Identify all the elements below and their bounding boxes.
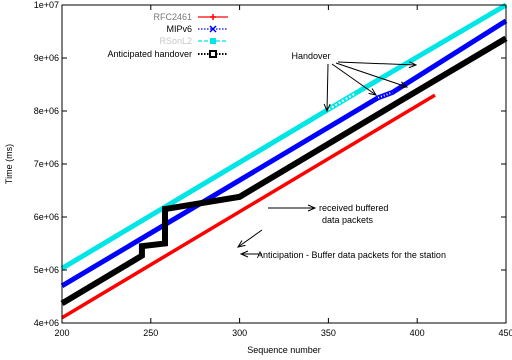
x-tick-label: 350: [321, 328, 336, 338]
x-axis-label: Sequence number: [247, 345, 321, 355]
y-tick-label: 7e+06: [34, 159, 59, 169]
arrow-handover-3: [335, 62, 408, 88]
legend-marker-2: [210, 38, 216, 44]
annotation-handover: Handover: [291, 51, 330, 61]
legend-label-3: Anticipated handover: [107, 49, 192, 59]
x-tick-label: 300: [232, 328, 247, 338]
legend-marker-b-1: [209, 25, 217, 33]
series-layer: [60, 2, 508, 320]
legend-label-0: RFC2461: [153, 12, 192, 22]
arrow-handover-3-head: [399, 81, 409, 89]
y-tick-label: 8e+06: [34, 106, 59, 116]
legend: RFC2461 MIPv6 RSonL2 Anticipated handover: [107, 12, 228, 59]
x-tick-label: 400: [410, 328, 425, 338]
x-tick-label: 250: [143, 328, 158, 338]
arrow-handover-4: [337, 61, 417, 66]
legend-marker-3: [209, 50, 217, 58]
annotation-received-1: received buffered: [319, 203, 388, 213]
arrow-anticipation-1: [237, 229, 263, 248]
x-tick-label: 200: [54, 328, 69, 338]
series-line-rfc2461: [61, 93, 436, 320]
annotation-layer: Handover received buffered data packets Ant…: [236, 51, 446, 260]
y-tick-label: 1e+07: [34, 0, 59, 10]
y-tick-label: 4e+06: [34, 318, 59, 328]
annotation-received-2: data packets: [322, 215, 374, 225]
arrow-received-head: [307, 204, 317, 212]
arrow-handover-2-head: [368, 88, 378, 96]
legend-label-2: RSonL2: [159, 36, 192, 46]
series-line-rsonl2: [60, 2, 508, 271]
y-tick-label: 6e+06: [34, 212, 59, 222]
y-axis-label: Time (ms): [4, 144, 14, 184]
arrow-handover-1-head: [323, 103, 331, 113]
y-tick-label: 9e+06: [34, 53, 59, 63]
x-tick-label: 450: [498, 328, 512, 338]
rsonl2-handover-gap: [327, 92, 356, 111]
annotation-anticipation: Anticipation - Buffer data packets for t…: [257, 250, 446, 260]
arrow-handover-2: [331, 63, 377, 96]
arrow-handover-4-head: [408, 61, 418, 69]
arrow-handover-1: [326, 63, 329, 112]
series-line-mipv6: [60, 18, 508, 289]
mipv6-handover-gap: [377, 91, 393, 99]
y-tick-label: 5e+06: [34, 265, 59, 275]
tick-layer: 200 250 300 350 400 450 4e+06 5e+06 6e+06 7e+06 8e…: [34, 0, 512, 338]
anticipated-gap: [61, 255, 143, 304]
arrow-anticipation-1-head: [236, 240, 246, 248]
series-line-anticipated-handover: [60, 35, 508, 306]
legend-label-1: MIPv6: [166, 24, 192, 34]
arrow-anticipation-2-head: [239, 250, 249, 258]
